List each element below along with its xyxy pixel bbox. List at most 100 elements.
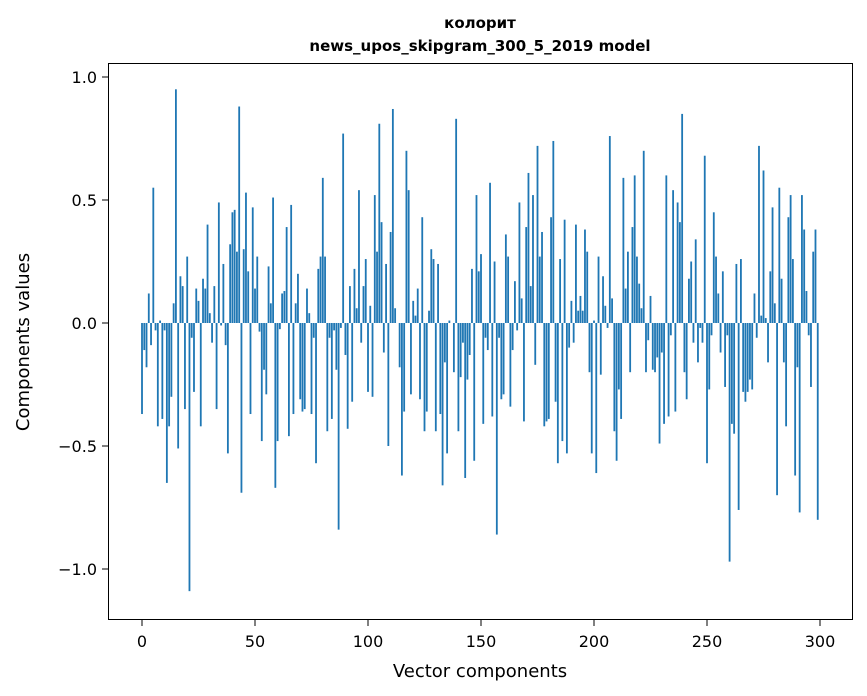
bar-component-20	[186, 256, 189, 323]
bar-component-70	[299, 323, 302, 400]
bar-component-106	[380, 222, 383, 323]
bar-component-26	[199, 323, 202, 427]
bar-component-276	[764, 318, 767, 323]
bar-component-47	[247, 271, 250, 323]
bar-component-13	[170, 323, 173, 397]
bar-component-150	[480, 254, 482, 323]
bar-component-58	[272, 197, 274, 323]
bar-component-267	[744, 323, 747, 402]
bar-component-41	[233, 209, 236, 323]
bar-component-247	[699, 323, 702, 328]
bar-component-64	[285, 227, 288, 323]
bar-component-99	[364, 259, 367, 323]
bar-component-25	[197, 300, 200, 323]
bar-component-248	[701, 323, 704, 343]
bar-component-279	[771, 207, 774, 323]
bar-component-192	[575, 224, 577, 323]
bar-component-204	[602, 276, 604, 323]
y-axis-label: Components values	[13, 253, 34, 431]
bar-component-166	[516, 323, 519, 331]
bar-component-261	[730, 323, 733, 424]
bar-component-239	[681, 113, 684, 324]
bar-component-44	[240, 323, 243, 493]
bar-component-213	[622, 177, 625, 323]
bar-component-249	[703, 155, 706, 323]
bar-component-286	[787, 217, 790, 323]
bar-component-93	[351, 323, 354, 402]
bar-component-206	[606, 323, 609, 328]
bar-component-69	[297, 273, 299, 323]
bar-component-275	[762, 170, 765, 323]
bar-component-3	[147, 293, 150, 323]
bar-component-155	[491, 323, 494, 417]
bar-component-27	[202, 278, 204, 323]
bar-component-114	[398, 323, 401, 368]
bar-component-145	[468, 323, 471, 355]
bar-component-138	[452, 323, 455, 373]
bar-component-23	[193, 323, 195, 392]
bar-component-67	[292, 323, 295, 415]
bar-component-165	[514, 281, 516, 323]
bar-component-103	[373, 195, 376, 323]
bar-component-86	[335, 323, 338, 370]
bar-component-153	[486, 323, 489, 351]
bar-component-71	[301, 323, 304, 412]
bar-component-36	[222, 263, 225, 323]
bar-component-52	[258, 323, 261, 332]
bar-component-126	[425, 323, 428, 412]
bar-component-1	[143, 323, 146, 351]
bar-component-201	[595, 323, 598, 474]
bar-component-175	[536, 145, 539, 323]
bar-component-42	[236, 251, 238, 323]
bar-component-220	[638, 283, 641, 323]
bar-component-120	[412, 300, 415, 323]
bar-component-83	[328, 323, 331, 338]
bar-component-45	[242, 249, 245, 323]
bar-component-243	[690, 261, 693, 323]
bar-component-257	[721, 271, 724, 323]
bar-component-131	[437, 263, 439, 323]
bar-component-60	[276, 323, 279, 442]
bar-component-178	[543, 323, 546, 427]
bar-component-109	[387, 323, 390, 446]
x-tick-label: 300	[805, 632, 836, 651]
bar-component-280	[773, 303, 776, 323]
bar-component-277	[767, 323, 769, 363]
x-tick-label: 100	[353, 632, 384, 651]
bar-component-77	[315, 323, 317, 464]
bar-component-40	[231, 212, 234, 323]
bar-component-190	[570, 300, 573, 323]
bar-component-179	[545, 323, 548, 422]
bar-component-104	[376, 251, 378, 323]
bar-component-222	[642, 150, 645, 323]
bar-component-162	[507, 256, 510, 323]
bar-component-74	[308, 313, 311, 323]
bar-component-80	[321, 177, 324, 323]
y-tick-label: 1.0	[72, 68, 97, 87]
bar-component-11	[165, 323, 168, 483]
bar-component-100	[367, 323, 369, 392]
bar-component-235	[672, 190, 675, 323]
bar-component-207	[608, 136, 611, 323]
bar-component-24	[195, 288, 198, 323]
bar-component-264	[737, 323, 740, 510]
bar-component-234	[669, 323, 672, 336]
bar-component-121	[414, 315, 417, 323]
bar-component-49	[251, 207, 254, 323]
bar-component-231	[663, 323, 665, 424]
y-tick-label: −1.0	[58, 560, 97, 579]
bar-component-292	[801, 195, 803, 323]
bar-component-154	[489, 182, 491, 323]
bar-component-127	[428, 310, 430, 323]
bar-component-136	[448, 320, 451, 323]
bar-component-159	[500, 323, 503, 400]
x-tick-label: 200	[579, 632, 610, 651]
bar-component-128	[430, 249, 433, 323]
bar-component-92	[349, 286, 351, 323]
bar-component-94	[353, 268, 356, 323]
bar-component-252	[710, 323, 713, 336]
bar-component-262	[733, 323, 736, 434]
bar-component-34	[217, 202, 220, 323]
bar-component-164	[511, 323, 514, 351]
bar-component-39	[229, 244, 232, 323]
